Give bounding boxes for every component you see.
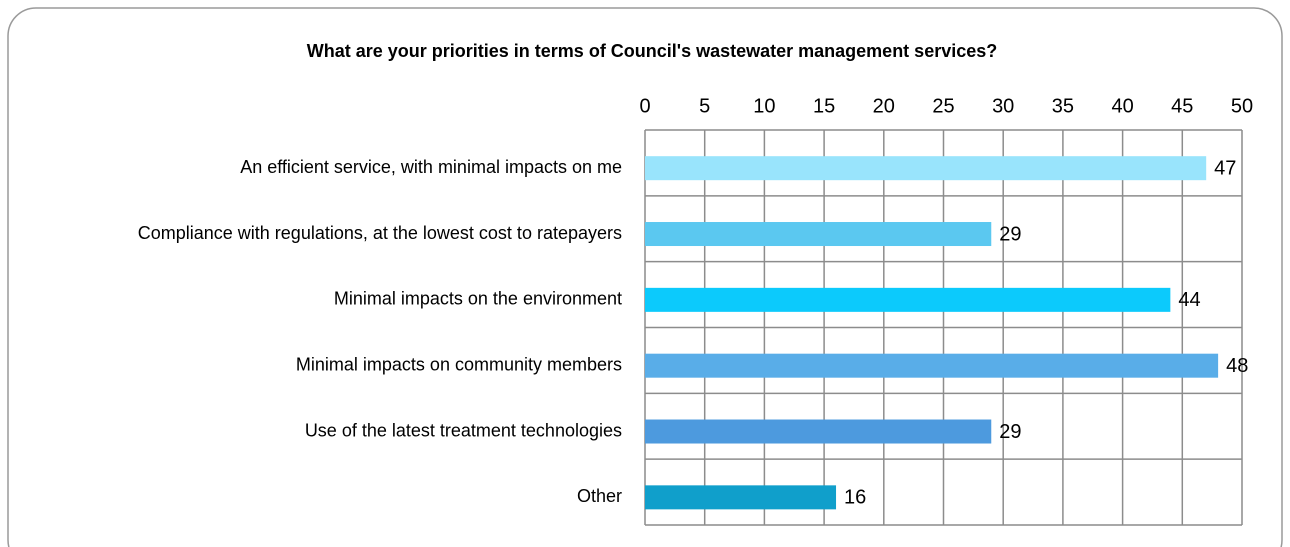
x-tick-label: 45 [1171,95,1193,117]
x-tick-label: 50 [1231,95,1253,117]
y-tick-label: Other [577,486,622,506]
y-tick-label: Minimal impacts on community members [296,354,622,374]
bar [645,156,1207,181]
value-label: 48 [1226,355,1248,377]
bar [645,287,1171,312]
x-tick-label: 40 [1111,95,1133,117]
x-tick-label: 20 [873,95,895,117]
value-label: 29 [999,223,1021,245]
value-label: 44 [1178,289,1200,311]
x-tick-label: 15 [813,95,835,117]
y-tick-label: Compliance with regulations, at the lowe… [138,223,622,243]
value-label: 16 [844,487,866,509]
x-tick-label: 30 [992,95,1014,117]
chart-title: What are your priorities in terms of Cou… [307,41,998,61]
x-tick-label: 10 [753,95,775,117]
x-tick-label: 5 [699,95,710,117]
value-label: 47 [1214,157,1236,179]
bar [645,485,837,510]
y-tick-label: Use of the latest treatment technologies [305,420,622,440]
x-tick-label: 25 [932,95,954,117]
y-tick-label: Minimal impacts on the environment [334,289,622,309]
bar [645,222,992,247]
y-tick-label: An efficient service, with minimal impac… [240,157,622,177]
bar [645,419,992,444]
bar [645,353,1219,378]
value-label: 29 [999,421,1021,443]
x-tick-label: 0 [639,95,650,117]
x-tick-label: 35 [1052,95,1074,117]
